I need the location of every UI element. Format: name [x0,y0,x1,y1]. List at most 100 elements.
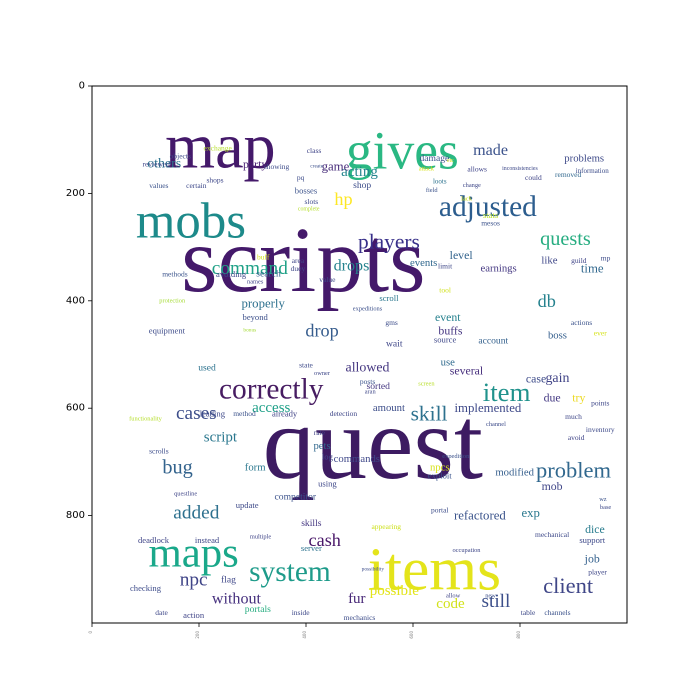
word-actions: actions [571,318,592,327]
word-like: like [541,255,557,267]
y-tick-label: 0 [79,81,85,92]
word-removed: removed [555,170,581,179]
word-ever: ever [594,329,607,338]
word-pq: pq [297,173,305,182]
word-questline: questline [174,491,197,498]
x-tick-label: 0 [88,631,93,634]
word-base: base [600,504,612,511]
word-gain: gain [545,371,569,386]
word-allowed: allowed [346,360,390,375]
word-field: field [426,187,439,194]
word-class: class [307,146,322,155]
word-script: script [204,430,238,446]
word-refactored: refactored [454,509,506,523]
word-appearing: appearing [371,522,401,531]
word-limit: limit [438,261,453,270]
word-bonus: bonus [243,327,256,333]
x-axis-ticks: 0 200 400 600 800 [88,623,521,639]
word-duey: duey [291,264,306,273]
word-players: players [358,230,420,254]
word-avoiding: avoiding [216,269,247,279]
word-exploit: exploit [428,470,452,480]
word-several: several [450,364,484,378]
x-tick-label: 200 [195,631,200,639]
word-update: update [236,500,259,510]
word-implemented: implemented [454,401,521,415]
word-could: could [525,173,542,182]
y-tick-label: 800 [66,510,85,521]
word-wait: wait [386,338,403,349]
word-lack: lack [461,195,472,202]
word-game: game [322,160,350,174]
word-quest: quest [263,385,483,501]
word-commands: commands [334,453,380,465]
word-server: server [301,543,322,553]
word-mobs: mobs [136,192,246,248]
word-beyond: beyond [243,312,269,322]
word-portals: portals [245,604,271,615]
word-expeditions: expeditions [353,305,383,312]
word-exp: exp [521,506,539,520]
word-made: made [473,142,508,159]
word-reviewed: reviewed [142,159,170,168]
word-case: case [526,372,546,386]
word-multiple: multiple [250,534,271,541]
word-aran: aran [365,389,377,396]
word-state: state [299,361,313,370]
word-skills: skills [301,518,322,529]
y-axis-ticks: 0 200 400 600 800 [66,81,92,521]
word-information: information [576,167,610,175]
word-code: code [436,596,465,612]
word-already: already [272,409,298,419]
word-scripts: scripts [181,209,425,312]
word-properly: properly [242,296,286,310]
word-problems: problems [564,152,604,164]
word-etc: etc [447,158,454,164]
word-sorted: sorted [366,381,390,392]
word-allows: allows [467,165,487,174]
word-points: points [591,398,609,407]
word-expedition: expedition [442,453,470,460]
word-source: source [434,334,457,344]
word-owner: owner [314,370,331,377]
word-leading: leading [200,409,226,419]
word-events: events [410,257,437,269]
word-bosses: bosses [295,186,318,196]
word-tool: tool [439,286,451,295]
word-showing: showing [264,162,290,171]
word-still: still [481,591,510,612]
word-gives: gives [346,120,459,180]
word-db: db [538,291,556,311]
word-certain: certain [186,181,207,190]
word-fur: fur [348,591,366,607]
word-possibility: possibility [362,566,385,572]
word-names: names [247,279,264,286]
word-slots: slots [304,197,318,206]
word-items: items [368,535,501,603]
word-adjusted: adjusted [439,191,537,223]
word-time: time [581,262,604,276]
word-scrolls: scrolls [149,447,169,456]
word-access: access [252,400,290,416]
x-tick-label: 400 [302,631,307,639]
word-problem: problem [536,457,611,482]
word-possible: possible [370,583,420,599]
word-acting: acting [341,164,378,180]
word-methods: methods [162,269,187,278]
word-flag: flag [221,575,236,586]
word-map: map [165,111,276,182]
word-boss: boss [548,330,567,342]
x-tick-label: 800 [516,631,521,639]
word-amount: amount [373,402,405,414]
word-damage: damage [419,153,449,164]
word-log: log [322,452,334,462]
word-deadlock: deadlock [138,535,170,545]
word-skill: skill [411,402,448,426]
word-using: using [318,478,337,488]
word-used: used [198,362,216,373]
words-layer: scripts quest map gives mobs items maps adjuste… [129,111,615,622]
word-posts: posts [360,377,376,386]
word-mechanical: mechanical [535,530,569,539]
word-cash: cash [309,530,341,550]
